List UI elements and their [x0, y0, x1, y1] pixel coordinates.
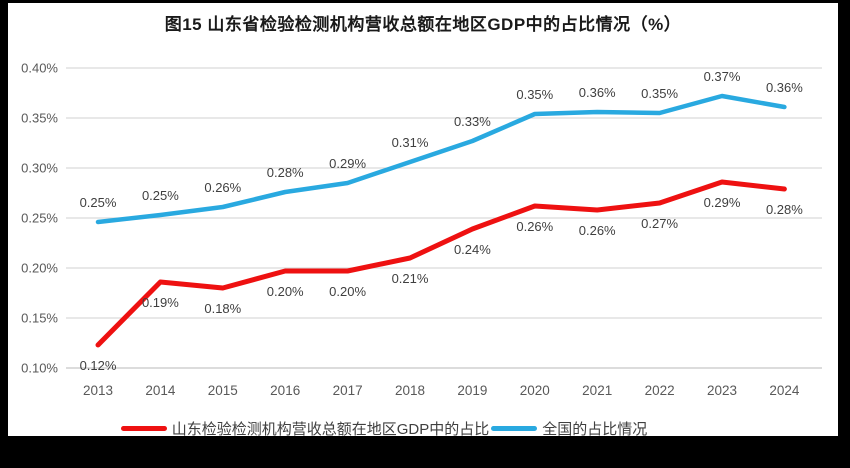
- data-point-label: 0.21%: [392, 271, 429, 286]
- data-point-label: 0.24%: [454, 242, 491, 257]
- legend-item-shandong: 山东检验检测机构营收总额在地区GDP中的占比: [120, 418, 490, 439]
- chart-title: 图15 山东省检验检测机构营收总额在地区GDP中的占比情况（%）: [164, 15, 682, 34]
- national-series-swatch-icon: [491, 425, 538, 431]
- legend-item-national: 全国的占比情况: [491, 418, 647, 439]
- x-axis-tick-label: 2022: [645, 383, 675, 398]
- x-axis-tick-label: 2014: [145, 383, 176, 398]
- data-point-label: 0.25%: [80, 195, 117, 210]
- data-point-label: 0.29%: [704, 195, 741, 210]
- data-point-label: 0.12%: [80, 358, 117, 373]
- data-point-label: 0.31%: [392, 135, 429, 150]
- x-axis-tick-label: 2021: [582, 383, 612, 398]
- y-axis-tick-label: 0.40%: [21, 61, 58, 76]
- x-axis-tick-label: 2020: [520, 383, 550, 398]
- data-point-label: 0.35%: [516, 87, 553, 102]
- data-point-label: 0.35%: [641, 86, 678, 101]
- data-point-label: 0.20%: [267, 284, 304, 299]
- y-axis-tick-label: 0.10%: [21, 361, 58, 376]
- x-axis-tick-label: 2015: [208, 383, 238, 398]
- y-axis-tick-label: 0.20%: [21, 261, 58, 276]
- x-axis-tick-label: 2018: [395, 383, 425, 398]
- x-axis-tick-label: 2017: [333, 383, 363, 398]
- chart-frame: [8, 3, 838, 436]
- y-axis-tick-label: 0.30%: [21, 161, 58, 176]
- data-point-label: 0.36%: [766, 80, 803, 95]
- legend: 山东检验检测机构营收总额在地区GDP中的占比 全国的占比情况: [0, 417, 768, 439]
- x-axis-tick-label: 2019: [457, 383, 487, 398]
- y-axis-tick-label: 0.25%: [21, 211, 58, 226]
- data-point-label: 0.28%: [766, 202, 803, 217]
- data-point-label: 0.19%: [142, 295, 179, 310]
- y-axis-tick-label: 0.15%: [21, 311, 58, 326]
- data-point-label: 0.26%: [204, 180, 241, 195]
- y-axis-tick-label: 0.35%: [21, 111, 58, 126]
- data-point-label: 0.37%: [704, 69, 741, 84]
- x-axis-tick-label: 2024: [769, 383, 800, 398]
- x-axis-tick-label: 2023: [707, 383, 737, 398]
- x-axis-tick-label: 2016: [270, 383, 300, 398]
- data-point-label: 0.36%: [579, 85, 616, 100]
- data-point-label: 0.20%: [329, 284, 366, 299]
- data-point-label: 0.25%: [142, 188, 179, 203]
- series-line-shandong: [95, 179, 787, 348]
- data-point-label: 0.18%: [204, 301, 241, 316]
- x-axis-tick-label: 2013: [83, 383, 113, 398]
- data-point-label: 0.33%: [454, 114, 491, 129]
- series-line-national: [95, 93, 787, 225]
- legend-label: 山东检验检测机构营收总额在地区GDP中的占比: [171, 420, 490, 438]
- data-point-label: 0.28%: [267, 165, 304, 180]
- shandong-series-swatch-icon: [120, 425, 167, 431]
- data-point-label: 0.29%: [329, 156, 366, 171]
- data-point-label: 0.26%: [516, 219, 553, 234]
- legend-label: 全国的占比情况: [542, 420, 648, 438]
- data-point-label: 0.27%: [641, 216, 678, 231]
- data-point-label: 0.26%: [579, 223, 616, 238]
